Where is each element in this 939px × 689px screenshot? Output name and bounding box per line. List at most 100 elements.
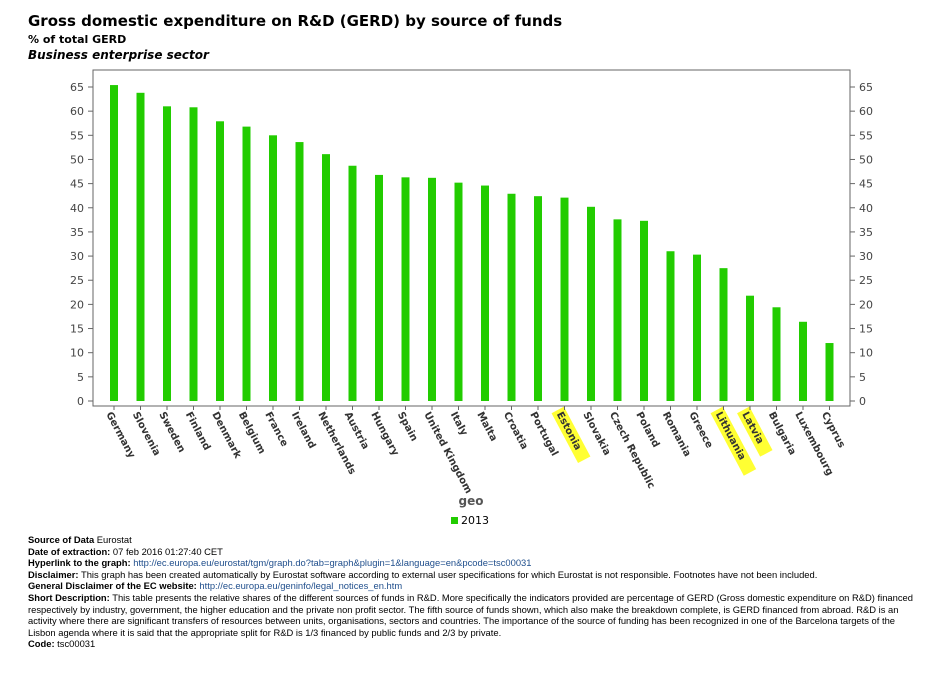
bar-greece — [693, 254, 701, 401]
y-tick-label-right: 25 — [859, 274, 873, 287]
chart-title: Gross domestic expenditure on R&D (GERD)… — [28, 12, 563, 30]
bar-bulgaria — [772, 307, 781, 401]
legend-swatch — [451, 517, 458, 524]
x-tick-label: Finland — [183, 410, 212, 452]
x-tick-label: Ireland — [289, 410, 317, 450]
bar-slovakia — [587, 206, 595, 401]
disclaimer-value: This graph has been created automaticall… — [80, 568, 818, 580]
bars — [110, 85, 834, 402]
y-tick-label-left: 5 — [77, 371, 84, 384]
y-axis-left: 0 5 10 15 20 25 30 35 40 45 50 55 60 65 — [70, 81, 93, 408]
bar-slovenia — [136, 92, 145, 401]
y-tick-label-right: 50 — [859, 153, 873, 166]
x-axis-labels: GermanySloveniaSwedenFinlandDenmarkBelgi… — [103, 406, 847, 496]
disclaimer-label: Disclaimer: — [28, 568, 79, 580]
source-label: Source of Data — [28, 534, 95, 545]
bar-czech-republic — [613, 219, 622, 401]
general-disclaimer-label: General Disclaimer of the EC website: — [28, 580, 197, 592]
x-tick-label: United Kingdom — [421, 410, 473, 495]
y-axis-right: 0 5 10 15 20 25 30 35 40 45 50 55 60 65 — [850, 81, 873, 408]
chart-sector: Business enterprise sector — [28, 48, 209, 62]
x-tick-label: Cyprus — [819, 410, 847, 450]
plot-frame — [92, 69, 851, 407]
date-value: 07 feb 2016 01:27:40 CET — [112, 545, 223, 557]
bar-spain — [401, 177, 410, 401]
general-disclaimer-link[interactable]: http://ec.europa.eu/geninfo/legal_notice… — [199, 580, 403, 592]
plot-border — [92, 69, 851, 407]
y-tick-label-right: 40 — [859, 202, 873, 215]
y-tick-label-left: 15 — [70, 323, 84, 336]
y-tick-label-right: 0 — [859, 395, 866, 408]
code-label: Code: — [28, 638, 55, 650]
x-tick-label: Spain — [395, 410, 420, 443]
bar-germany — [110, 85, 118, 402]
x-tick-label: Austria — [342, 410, 371, 451]
x-tick-label: Malta — [474, 410, 499, 443]
bar-austria — [348, 165, 357, 401]
x-tick-label: Italy — [448, 410, 470, 438]
y-tick-label-right: 10 — [859, 347, 873, 360]
date-label: Date of extraction: — [28, 545, 111, 557]
hyperlink-row: Hyperlink to the graph: http://ec.europa… — [28, 557, 918, 569]
bar-luxembourg — [799, 321, 807, 401]
y-tick-label-left: 20 — [70, 298, 84, 311]
x-tick-label: Greece — [686, 410, 714, 450]
y-tick-label-left: 40 — [70, 202, 84, 215]
bar-france — [269, 135, 277, 402]
y-tick-label-left: 55 — [70, 129, 84, 142]
x-tick-label: France — [262, 410, 290, 449]
y-tick-label-right: 20 — [859, 298, 873, 311]
disclaimer-row: Disclaimer: This graph has been created … — [28, 569, 918, 581]
general-disclaimer-row: General Disclaimer of the EC website: ht… — [28, 580, 918, 592]
bar-romania — [666, 251, 675, 401]
footer: Source of Data Eurostat Date of extracti… — [28, 534, 918, 650]
y-tick-label-left: 0 — [77, 395, 84, 408]
y-tick-label-left: 30 — [70, 250, 84, 263]
bar-sweden — [163, 106, 171, 402]
y-tick-label-right: 55 — [859, 129, 873, 142]
source-value: Eurostat — [96, 534, 132, 545]
code-row: Code: tsc00031 — [28, 638, 918, 650]
y-tick-label-left: 25 — [70, 274, 84, 287]
bar-cyprus — [825, 343, 834, 401]
y-tick-label-right: 45 — [859, 178, 873, 191]
y-tick-label-right: 35 — [859, 226, 873, 239]
bar-finland — [189, 107, 198, 401]
y-tick-label-right: 60 — [859, 105, 873, 118]
x-tick-label: Poland — [633, 410, 661, 449]
highlight-estonia — [551, 406, 591, 464]
y-tick-label-right: 65 — [859, 81, 873, 94]
legend-label: 2013 — [461, 514, 489, 527]
y-tick-label-left: 10 — [70, 347, 84, 360]
bar-estonia — [560, 197, 569, 401]
bar-italy — [454, 182, 463, 401]
y-tick-label-right: 5 — [859, 371, 866, 384]
code-value: tsc00031 — [57, 638, 96, 650]
chart-unit: % of total GERD — [28, 33, 127, 46]
bar-chart: 0 5 10 15 20 25 30 35 40 45 50 55 60 65 0 5 10 15 20 25 30 3… — [70, 69, 873, 527]
bar-portugal — [534, 196, 542, 401]
hyperlink-label: Hyperlink to the graph: — [28, 557, 131, 569]
short-description-label: Short Description: — [28, 591, 110, 603]
y-tick-label-left: 50 — [70, 153, 84, 166]
highlight-lithuania — [710, 406, 757, 476]
bar-hungary — [375, 174, 383, 401]
short-description-value: This table presents the relative shares … — [28, 591, 913, 638]
x-axis-title: geo — [459, 494, 484, 508]
date-row: Date of extraction: 07 feb 2016 01:27:40… — [28, 546, 918, 558]
bar-netherlands — [322, 154, 330, 401]
short-description-row: Short Description: This table presents t… — [28, 592, 918, 638]
bar-united-kingdom — [428, 177, 436, 401]
bar-malta — [481, 185, 489, 401]
bar-lithuania — [719, 268, 728, 401]
category-highlights — [551, 406, 773, 476]
highlight-latvia — [737, 406, 773, 457]
bar-belgium — [242, 126, 251, 401]
bar-denmark — [216, 121, 224, 401]
x-tick-label: Croatia — [501, 410, 530, 451]
hyperlink-link[interactable]: http://ec.europa.eu/eurostat/tgm/graph.d… — [133, 557, 532, 569]
bar-latvia — [746, 295, 754, 401]
bar-ireland — [295, 142, 304, 401]
x-tick-label: Sweden — [156, 410, 187, 454]
y-tick-label-left: 35 — [70, 226, 84, 239]
